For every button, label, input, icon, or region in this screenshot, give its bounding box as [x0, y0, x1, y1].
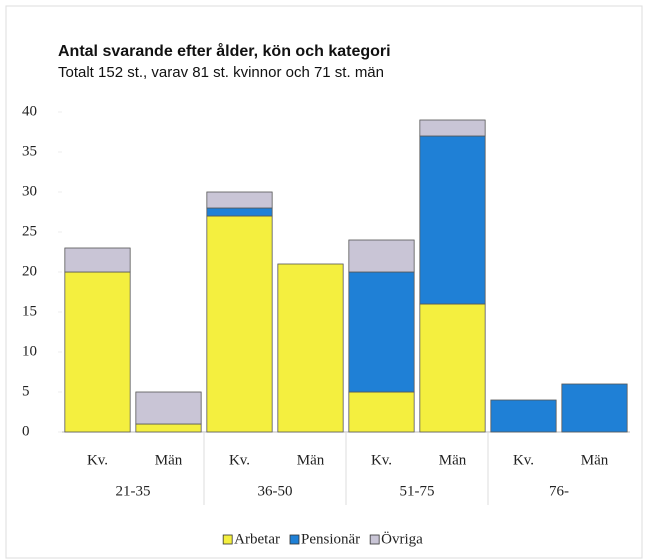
x-tick-label: Män — [297, 452, 325, 468]
bar-segment — [206, 215, 273, 433]
bar-segment — [277, 263, 344, 433]
bar-segment — [135, 423, 202, 433]
x-tick-label: Kv. — [87, 452, 108, 468]
group-label: 76- — [549, 483, 569, 499]
x-tick-label: Kv. — [513, 452, 534, 468]
group-label: 21-35 — [116, 483, 151, 499]
bar-segment — [419, 119, 486, 137]
legend-label: Arbetar — [234, 531, 280, 547]
y-tick-label: 0 — [22, 423, 30, 439]
group-label: 36-50 — [258, 483, 293, 499]
x-tick-label: Män — [155, 452, 183, 468]
bar-segment — [64, 247, 131, 273]
bar-segment — [348, 239, 415, 273]
y-tick-label: 15 — [22, 303, 37, 319]
x-tick-label: Kv. — [371, 452, 392, 468]
bar-segment — [135, 391, 202, 425]
bar-segment — [561, 383, 628, 433]
bar-segment — [348, 391, 415, 433]
legend-swatch — [289, 534, 300, 545]
y-tick-label: 40 — [22, 103, 37, 119]
bar-segment — [64, 271, 131, 433]
y-tick-label: 5 — [22, 383, 30, 399]
bar-segment — [348, 271, 415, 393]
x-tick-label: Kv. — [229, 452, 250, 468]
legend-swatch — [222, 534, 233, 545]
y-tick-label: 35 — [22, 143, 37, 159]
bar-segment — [206, 207, 273, 217]
x-tick-label: Män — [581, 452, 609, 468]
chart-subtitle: Totalt 152 st., varav 81 st. kvinnor och… — [58, 64, 384, 81]
y-tick-label: 20 — [22, 263, 37, 279]
legend-label: Pensionär — [301, 531, 360, 547]
bar-segment — [490, 399, 557, 433]
bar-segment — [419, 135, 486, 305]
bar-segment — [419, 303, 486, 433]
y-tick-label: 10 — [22, 343, 37, 359]
chart-title: Antal svarande efter ålder, kön och kate… — [58, 42, 391, 60]
bar-segment — [206, 191, 273, 209]
y-tick-label: 30 — [22, 183, 37, 199]
y-tick-label: 25 — [22, 223, 37, 239]
x-tick-label: Män — [439, 452, 467, 468]
legend-label: Övriga — [381, 530, 423, 547]
group-label: 51-75 — [400, 483, 435, 499]
legend-swatch — [369, 534, 380, 545]
